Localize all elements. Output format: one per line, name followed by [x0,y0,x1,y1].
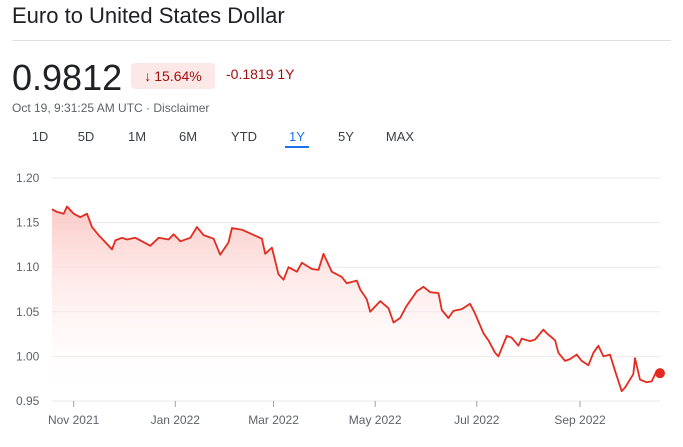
absolute-change: -0.1819 1Y [226,66,295,82]
x-tick-label: Nov 2021 [48,413,100,427]
page-title: Euro to United States Dollar [12,3,285,28]
arrow-down-icon: ↓ [144,68,152,84]
tab-1y[interactable]: 1Y [285,128,309,148]
y-tick-label: 1.05 [16,305,40,319]
x-axis-ticks: Nov 2021 Jan 2022 Mar 2022 May 2022 Jul 2022… [48,401,606,427]
tab-5y[interactable]: 5Y [338,129,354,144]
percent-change-value: 15.64% [154,68,202,84]
x-tick-label: Mar 2022 [248,413,299,427]
x-tick-label: Jan 2022 [151,413,201,427]
tab-6m[interactable]: 6M [178,129,198,144]
y-axis-ticks: 1.20 1.15 1.10 1.05 1.00 0.95 [16,171,40,408]
y-tick-label: 0.95 [16,394,40,408]
timestamp-disclaimer[interactable]: Oct 19, 9:31:25 AM UTC · Disclaimer [12,101,210,115]
current-price-dot [655,368,665,379]
current-price: 0.9812 [12,57,123,98]
price-line [51,205,661,393]
tab-5d[interactable]: 5D [77,129,95,144]
x-tick-label: Jul 2022 [454,413,500,427]
tab-1m[interactable]: 1M [127,129,147,144]
y-tick-label: 1.20 [16,171,40,185]
percent-change-badge: ↓ 15.64% [131,63,215,89]
tab-ytd[interactable]: YTD [231,129,257,144]
x-tick-label: Sep 2022 [554,413,606,427]
y-tick-label: 1.00 [16,349,40,363]
y-tick-label: 1.10 [16,260,40,274]
title-divider [12,40,671,41]
y-tick-label: 1.15 [16,216,40,230]
tab-1d[interactable]: 1D [31,129,49,144]
x-tick-label: May 2022 [349,413,402,427]
tab-max[interactable]: MAX [385,129,415,144]
price-area-fill [52,206,660,401]
price-chart[interactable]: 1.20 1.15 1.10 1.05 1.00 0.95 Nov 2021 Jan 202… [0,160,683,447]
